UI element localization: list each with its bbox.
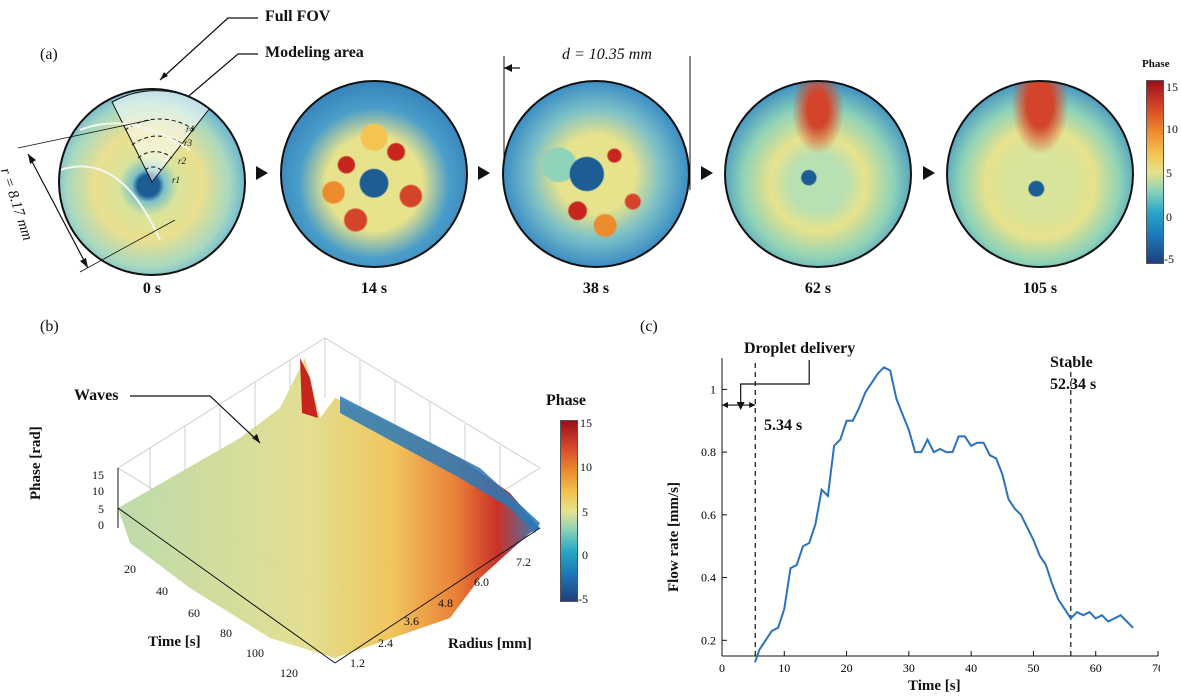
radius-tick-4.8: 4.8 [438,596,453,610]
colorbar-a-title: Phase [1142,58,1170,70]
y-tick-label: 0.8 [701,445,716,459]
panel-a-label: (a) [40,46,58,63]
time-label-14s: 14 s [360,280,388,297]
time-tick-60: 60 [188,606,200,620]
radius-tick-1.2: 1.2 [350,656,365,670]
ring-label-r1: r1 [172,175,181,185]
colorbar-a-tick-5: 5 [1166,166,1172,180]
stable-label: Stable [1050,354,1093,371]
colorbar-a [1146,80,1164,264]
surface-plot [117,337,541,664]
x-tick-label: 0 [719,661,725,675]
delivery-time-label: 5.34 s [764,417,803,434]
flow-rate-chart: 0 10 20 30 40 50 60 70 0.2 0.4 0.6 0.8 1 [701,358,1160,675]
surface-axes [117,468,541,664]
radius-tick-2.4: 2.4 [378,636,393,650]
modeling-area-callout: Modeling area [265,44,364,61]
time-tick-40: 40 [156,584,168,598]
ring-label-r4: r4 [186,124,195,134]
phase-map-105s [946,80,1134,268]
colorbar-b-tick-5: 5 [582,505,588,519]
colorbar-a-tick-15: 15 [1166,80,1178,94]
x-tick-label: 60 [1090,661,1102,675]
flow-rate-series-line [754,366,1134,663]
droplet-delivery-label: Droplet delivery [744,340,856,357]
delivery-arrowhead-left [722,402,728,409]
x-tick-label: 20 [841,661,853,675]
colorbar-b-tick-0: 0 [582,548,588,562]
colorbar-a-tick-10: 10 [1166,122,1178,136]
colorbar-b [560,420,578,602]
colorbar-b-tick-10: 10 [580,460,592,474]
colorbar-b-tick-15: 15 [580,416,592,430]
panel-c-label: (c) [640,318,658,335]
z-tick-0: 0 [98,518,104,532]
ring-label-r3: r3 [184,138,193,148]
x-tick-label: 40 [965,661,977,675]
radius-tick-3.6: 3.6 [404,614,419,628]
x-tick-label: 10 [778,661,790,675]
chart-xlabel: Time [s] [908,678,961,694]
diameter-label: d = 10.35 mm [562,46,652,63]
stable-time-label: 52.34 s [1050,376,1097,393]
droplet-callout-arrowhead [736,402,745,410]
x-tick-label: 50 [1027,661,1039,675]
phase-map-0s [58,88,246,276]
z-tick-15: 15 [92,468,104,482]
sequence-arrow-4 [923,166,935,180]
time-label-0s: 0 s [142,280,162,297]
radius-tick-7.2: 7.2 [516,555,531,569]
surface-ylabel: Radius [mm] [448,636,532,652]
y-tick-label: 1 [710,382,716,396]
panel-b-label: (b) [40,318,59,335]
colorbar-a-tick-neg5: -5 [1164,252,1174,266]
time-label-38s: 38 s [582,280,610,297]
colorbar-b-tick-neg5: -5 [578,592,588,606]
time-tick-100: 100 [246,646,264,660]
y-tick-label: 0.6 [701,508,716,522]
waves-label: Waves [74,387,119,404]
y-tick-label: 0.2 [701,633,716,647]
full-fov-callout: Full FOV [265,8,331,25]
time-tick-120: 120 [280,666,298,680]
phase-map-38s [502,80,690,268]
radius-tick-6.0: 6.0 [474,575,489,589]
x-tick-label: 30 [903,661,915,675]
surface-zlabel: Phase [rad] [28,426,44,500]
colorbar-a-tick-0: 0 [1166,210,1172,224]
time-tick-80: 80 [220,626,232,640]
phase-map-62s [724,80,912,268]
z-tick-5: 5 [98,502,104,516]
waves-callout-line [130,395,261,444]
time-tick-20: 20 [124,562,136,576]
radius-dimension [17,120,176,273]
time-label-62s: 62 s [804,280,832,297]
colorbar-b-title: Phase [546,392,586,409]
sequence-arrow-2 [478,166,490,180]
chart-ylabel: Flow rate [mm/s] [666,482,682,592]
surface-xlabel: Time [s] [148,634,201,650]
delivery-arrowhead-right [749,402,756,409]
ring-label-r2: r2 [178,156,187,166]
x-tick-label: 70 [1152,661,1160,675]
phase-map-14s [280,80,468,268]
sequence-arrow-1 [256,166,268,180]
sequence-arrow-3 [701,166,713,180]
y-tick-label: 0.4 [701,571,716,585]
time-label-105s: 105 s [1022,280,1058,297]
z-tick-10: 10 [92,484,104,498]
droplet-callout-line [740,360,810,406]
